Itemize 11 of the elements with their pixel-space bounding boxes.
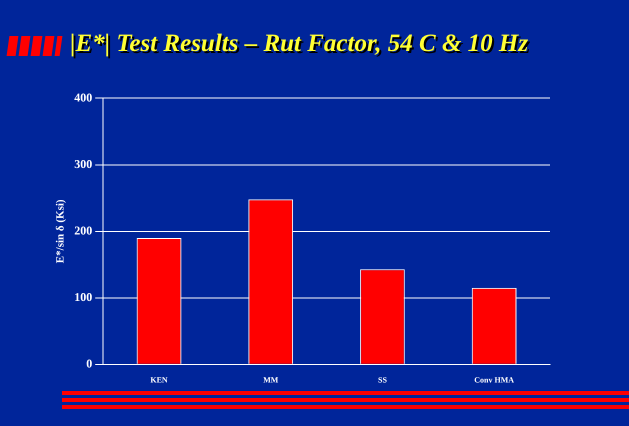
y-tick-label: 0 xyxy=(86,356,92,370)
y-tick-label: 100 xyxy=(74,290,92,304)
chart-title: |E*| Test Results – Rut Factor, 54 C & 10 Hz xyxy=(70,30,528,58)
y-tick-label: 400 xyxy=(74,90,92,104)
y-tick-label: 200 xyxy=(74,223,92,238)
x-tick-label: Conv HMA xyxy=(474,375,514,384)
y-axis-title: E*/sin δ (Ksi) xyxy=(54,199,66,264)
x-tick-label: KEN xyxy=(150,375,168,384)
y-tick-label: 300 xyxy=(74,156,92,171)
x-tick-label: SS xyxy=(378,375,388,384)
x-tick-label: MM xyxy=(263,375,279,384)
